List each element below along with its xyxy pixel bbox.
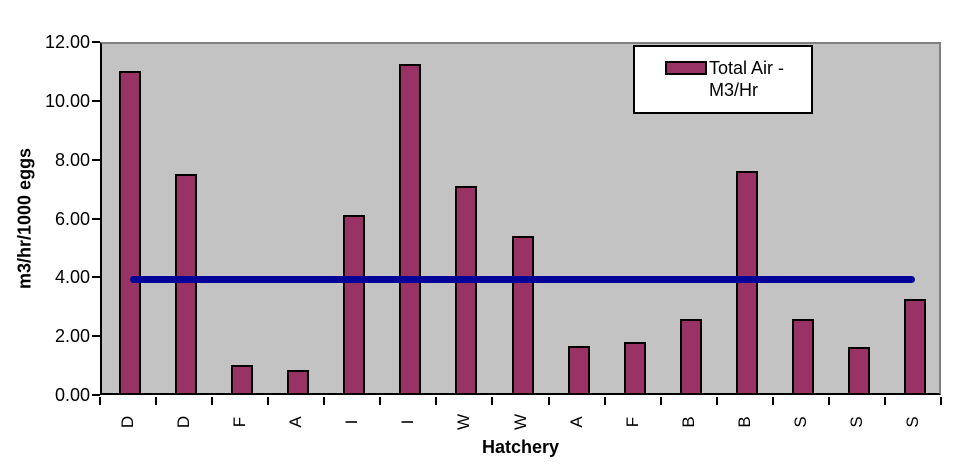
y-tick-label: 2.00 (54, 326, 90, 347)
y-axis-tick (92, 41, 100, 43)
y-axis-tick (92, 217, 100, 220)
x-axis-tick (379, 397, 382, 405)
x-axis-tick (659, 397, 662, 405)
x-axis-tick (491, 397, 494, 405)
y-axis-tick (92, 99, 100, 102)
bar (287, 370, 310, 393)
x-tick-label: F (622, 416, 642, 428)
bar (399, 64, 422, 393)
x-tick-label: D (118, 415, 138, 429)
x-tick-label: A (566, 416, 586, 428)
y-tick-label: 6.00 (54, 208, 90, 229)
y-tick-label: 8.00 (54, 149, 90, 170)
x-axis-tick (603, 397, 606, 405)
legend: Total Air - M3/Hr (633, 45, 813, 114)
y-axis-tick (92, 394, 100, 396)
bar (903, 299, 926, 393)
x-tick-label: F (230, 416, 250, 428)
bar (623, 342, 646, 393)
reference-line (130, 275, 915, 283)
y-axis-tick (92, 276, 100, 279)
x-tick-label: I (342, 419, 362, 425)
x-axis-tick (547, 397, 550, 405)
bar (175, 174, 198, 393)
x-tick-label: D (174, 415, 194, 429)
y-tick-label: 4.00 (54, 267, 90, 288)
x-tick-label: A (286, 416, 306, 428)
x-axis-tick (940, 397, 942, 405)
y-tick-label: 12.00 (44, 32, 90, 52)
bar (455, 186, 478, 393)
x-axis-tick (99, 397, 101, 405)
bar (847, 347, 870, 393)
x-axis-tick (435, 397, 438, 405)
x-axis-tick (267, 397, 270, 405)
y-axis-tick (92, 335, 100, 338)
bar (119, 71, 142, 393)
bar (343, 215, 366, 393)
x-axis-tick (771, 397, 774, 405)
bar (567, 346, 590, 393)
x-axis-tick (155, 397, 158, 405)
legend-swatch (665, 61, 707, 75)
bar (679, 319, 702, 393)
y-tick-label: 0.00 (54, 385, 90, 405)
y-tick-label: 10.00 (44, 90, 90, 111)
bar (511, 236, 534, 393)
x-tick-label: B (678, 416, 698, 428)
x-tick-label: I (398, 419, 418, 425)
x-axis-tick (211, 397, 214, 405)
x-tick-label: W (454, 413, 474, 431)
y-axis-tick (92, 158, 100, 161)
x-axis-title: Hatchery (481, 437, 560, 457)
plot-area (100, 42, 941, 395)
x-tick-label: S (902, 416, 922, 428)
legend-label: Total Air - M3/Hr (709, 58, 785, 100)
x-axis-tick (827, 397, 830, 405)
x-tick-label: S (790, 416, 810, 428)
x-axis-tick (323, 397, 326, 405)
x-tick-label: S (846, 416, 866, 428)
x-tick-label: B (734, 416, 754, 428)
bar (791, 319, 814, 393)
x-tick-label: W (510, 413, 530, 431)
x-axis-tick (883, 397, 886, 405)
x-axis-tick (715, 397, 718, 405)
bar (231, 365, 254, 393)
